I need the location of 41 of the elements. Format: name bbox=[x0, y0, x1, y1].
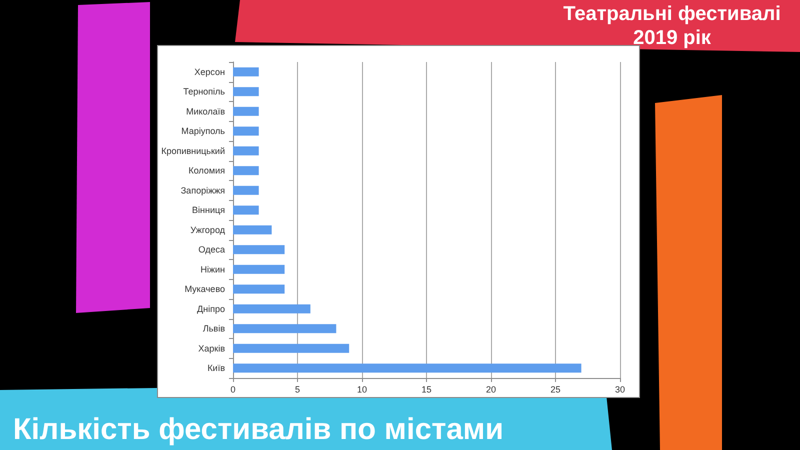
bar bbox=[233, 166, 259, 176]
y-tick-label: Тернопіль bbox=[183, 86, 226, 97]
text: Театральні фестивалі 2019 рік bbox=[562, 2, 782, 50]
bar bbox=[233, 146, 259, 156]
x-tick-label: 10 bbox=[356, 384, 368, 394]
x-tick-label: 30 bbox=[614, 384, 626, 394]
bar bbox=[233, 186, 259, 195]
y-tick-label: Вінниця bbox=[192, 205, 226, 216]
y-tick-label: Мукачево bbox=[184, 284, 225, 294]
y-tick-label: Львів bbox=[202, 324, 226, 334]
x-tick-label: 5 bbox=[294, 384, 300, 394]
y-tick-label: Харків bbox=[198, 343, 226, 354]
bar bbox=[233, 284, 285, 294]
y-tick-label: Ужгород bbox=[190, 224, 226, 235]
x-tick-label: 0 bbox=[230, 384, 236, 394]
y-tick-label: Херсон bbox=[194, 66, 226, 77]
y-tick-label: Дніпро bbox=[197, 304, 225, 314]
x-tick-label: 20 bbox=[486, 384, 496, 394]
bar bbox=[233, 225, 272, 234]
y-tick-label: Кропивницький bbox=[161, 146, 225, 156]
y-tick-label: Запоріжжя bbox=[180, 185, 226, 196]
y-tick-label: Коломия bbox=[188, 166, 226, 176]
bar bbox=[233, 67, 259, 76]
bar bbox=[233, 106, 259, 116]
bar bbox=[233, 324, 336, 334]
y-tick-label: Одеса bbox=[198, 244, 225, 255]
x-tick-label: 25 bbox=[550, 384, 561, 394]
bar bbox=[233, 264, 285, 274]
bar bbox=[233, 87, 259, 96]
bar bbox=[233, 364, 582, 373]
text: Кількість фестивалів по містами bbox=[13, 412, 504, 448]
bar bbox=[233, 245, 285, 254]
bar bbox=[233, 206, 259, 215]
x-tick-label: 15 bbox=[421, 384, 432, 394]
y-tick-label: Миколаїв bbox=[186, 106, 226, 116]
bar bbox=[233, 304, 310, 314]
bar bbox=[233, 344, 350, 353]
y-tick-label: Маріуполь bbox=[181, 126, 226, 136]
y-tick-label: Ніжин bbox=[200, 264, 226, 274]
bar bbox=[233, 126, 259, 136]
y-tick-label: Київ bbox=[207, 363, 226, 374]
